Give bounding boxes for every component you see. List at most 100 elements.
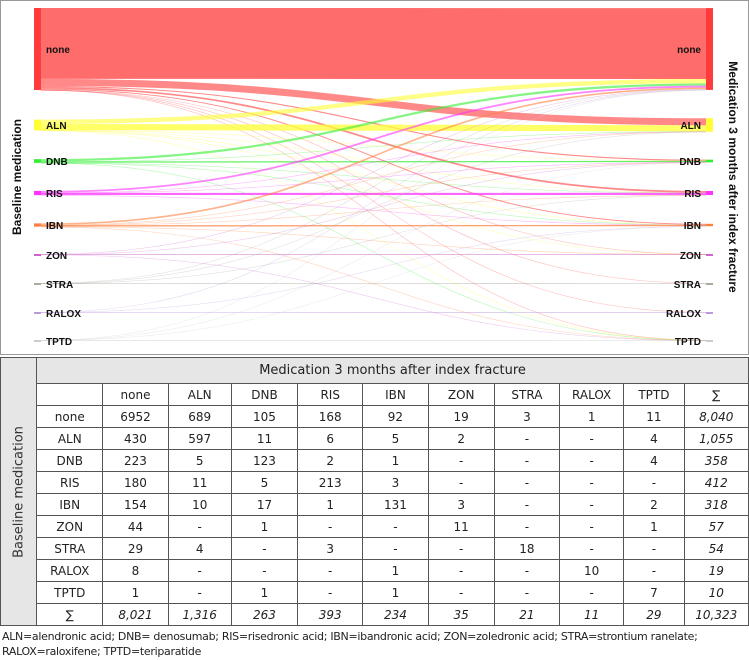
- left-node-label: STRA: [46, 280, 73, 291]
- column-header: RALOX: [559, 383, 625, 406]
- row-label: ALN: [36, 427, 104, 450]
- table-cell: -: [427, 449, 495, 472]
- sum-cell: 10,323: [683, 603, 749, 626]
- right-node-label: ALN: [680, 121, 701, 132]
- table-cell: 3: [427, 493, 495, 516]
- table-cell: 11: [427, 515, 495, 538]
- table-cell: 7: [623, 581, 685, 604]
- flow-ALN-to-none: [40, 79, 707, 125]
- flow-RIS-to-IBN: [40, 195, 707, 226]
- table-cell: 168: [297, 405, 364, 428]
- table-cell: -: [427, 559, 495, 582]
- table-cell: -: [297, 581, 364, 604]
- table-cell: 1: [230, 515, 299, 538]
- table-cell: -: [297, 515, 364, 538]
- table-row: IBN 154 10 17 1 131 3- -2 318: [1, 493, 749, 516]
- column-header: [36, 383, 104, 406]
- table-cell: 5: [362, 427, 429, 450]
- table-cell: -: [559, 427, 625, 450]
- sum-cell: 263: [230, 603, 299, 626]
- flow-ALN-to-ZON: [40, 130, 707, 255]
- flow-RIS-to-DNB: [40, 162, 707, 194]
- table-cell: 10: [559, 559, 625, 582]
- table-cell: 11: [167, 471, 232, 494]
- right-node-DNB: [706, 159, 713, 163]
- table-cell: 6952: [102, 405, 169, 428]
- table-cell: -: [493, 427, 561, 450]
- column-header: ALN: [167, 383, 232, 406]
- row-label: TPTD: [36, 581, 104, 604]
- right-node-label: IBN: [684, 221, 701, 232]
- left-node-RIS: [34, 190, 41, 196]
- left-node-label: ZON: [46, 251, 67, 262]
- flow-ZON-to-none: [40, 89, 707, 255]
- table-cell: 11: [230, 427, 299, 450]
- table-cell: 5: [230, 471, 299, 494]
- flow-DNB-to-ALN: [40, 131, 707, 163]
- sum-cell: 1,316: [167, 603, 232, 626]
- table-cell: 358: [683, 449, 749, 472]
- table-row: ZON 44-1- -11- -1 57: [1, 515, 749, 538]
- table-cell: 3: [493, 405, 561, 428]
- right-node-label: DNB: [679, 157, 701, 168]
- table-cell: -: [559, 471, 625, 494]
- table-cell: 2: [297, 449, 364, 472]
- table-cell: -: [493, 493, 561, 516]
- table-cell: -: [493, 559, 561, 582]
- flow-DNB-to-RIS: [40, 162, 707, 194]
- table-cell: 123: [230, 449, 299, 472]
- column-header: DNB: [230, 383, 299, 406]
- left-node-STRA: [34, 283, 41, 285]
- table-cell: -: [493, 515, 561, 538]
- right-node-STRA: [706, 283, 713, 285]
- row-label: none: [36, 405, 104, 428]
- table-cell: 1: [362, 559, 429, 582]
- flow-DNB-to-DNB: [40, 160, 707, 163]
- table-cell: 154: [102, 493, 169, 516]
- table-cell: 54: [683, 537, 749, 560]
- table-row: ALN 430 597 11 6 5 2- -4 1,055: [1, 427, 749, 450]
- table-cell: 213: [297, 471, 364, 494]
- sum-cell: 234: [362, 603, 429, 626]
- table-cell: 10: [683, 581, 749, 604]
- flow-IBN-to-ZON: [40, 226, 707, 255]
- flow-ZON-to-TPTD: [40, 254, 707, 341]
- footnote-line-2: RALOX=raloxifene; TPTD=teriparatide: [2, 645, 202, 658]
- flow-ZON-to-DNB: [40, 162, 707, 256]
- table-cell: 6: [297, 427, 364, 450]
- flow-ALN-to-DNB: [40, 130, 707, 162]
- table-cell: 1: [362, 449, 429, 472]
- table: Baseline medication Medication 3 months a…: [0, 357, 749, 626]
- table-cell: -: [427, 537, 495, 560]
- flow-TPTD-to-none: [40, 89, 707, 341]
- right-axis-title: Medication 3 months after index fracture: [726, 61, 740, 293]
- left-node-DNB: [34, 159, 41, 163]
- table-cell: 4: [623, 427, 685, 450]
- table-cell: 412: [683, 471, 749, 494]
- table-cell: 1: [623, 515, 685, 538]
- right-node-none: [706, 8, 713, 90]
- flow-IBN-to-DNB: [40, 162, 707, 226]
- row-label: DNB: [36, 449, 104, 472]
- table-cell: -: [623, 471, 685, 494]
- table-cell: 180: [102, 471, 169, 494]
- table-cell: 3: [297, 537, 364, 560]
- table-cell: 1: [102, 581, 169, 604]
- flow-DNB-to-none: [40, 83, 707, 162]
- table-row: none 6952 689 105 168 92 19 3 1 11 8,040: [1, 405, 749, 428]
- side-label-cell: Baseline medication: [0, 357, 38, 626]
- column-header: none: [102, 383, 169, 406]
- table-cell: -: [559, 493, 625, 516]
- table-cell: -: [362, 537, 429, 560]
- left-node-TPTD: [34, 340, 41, 342]
- sum-row: ∑ 8,021 1,316 263 393 234 35 21 11 29 10,323: [1, 603, 749, 626]
- column-header: RIS: [297, 383, 364, 406]
- left-node-label: none: [46, 45, 70, 56]
- left-node-label: IBN: [46, 221, 63, 232]
- flow-none-to-RALOX: [40, 89, 707, 313]
- column-header: STRA: [493, 383, 561, 406]
- table-cell: 2: [623, 493, 685, 516]
- table-header: Medication 3 months after index fracture: [36, 357, 749, 384]
- table-cell: 1: [230, 581, 299, 604]
- flow-none-to-STRA: [40, 89, 707, 284]
